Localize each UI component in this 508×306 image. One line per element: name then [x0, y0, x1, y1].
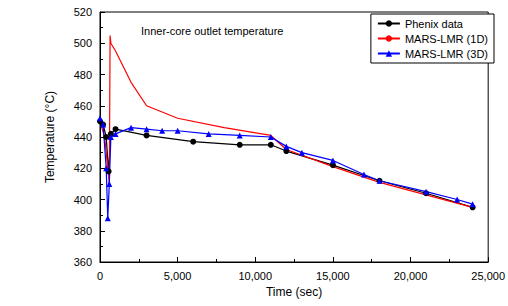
svg-text:MARS-LMR (3D): MARS-LMR (3D): [405, 48, 488, 60]
svg-text:500: 500: [74, 37, 92, 49]
svg-text:400: 400: [74, 194, 92, 206]
svg-text:380: 380: [74, 225, 92, 237]
svg-text:Inner-core outlet temperature: Inner-core outlet temperature: [141, 25, 283, 37]
svg-text:Time (sec): Time (sec): [266, 285, 322, 299]
svg-text:10,000: 10,000: [238, 270, 272, 282]
svg-text:480: 480: [74, 69, 92, 81]
svg-text:MARS-LMR (1D): MARS-LMR (1D): [405, 33, 488, 45]
svg-text:20,000: 20,000: [394, 270, 428, 282]
svg-text:360: 360: [74, 256, 92, 268]
svg-text:520: 520: [74, 6, 92, 18]
svg-text:15,000: 15,000: [316, 270, 350, 282]
svg-text:Temperature (°C): Temperature (°C): [43, 91, 57, 183]
svg-text:440: 440: [74, 131, 92, 143]
svg-text:460: 460: [74, 100, 92, 112]
svg-text:Phenix data: Phenix data: [405, 18, 464, 30]
svg-text:5,000: 5,000: [164, 270, 192, 282]
svg-text:25,000: 25,000: [471, 270, 505, 282]
svg-text:0: 0: [97, 270, 103, 282]
svg-text:420: 420: [74, 162, 92, 174]
